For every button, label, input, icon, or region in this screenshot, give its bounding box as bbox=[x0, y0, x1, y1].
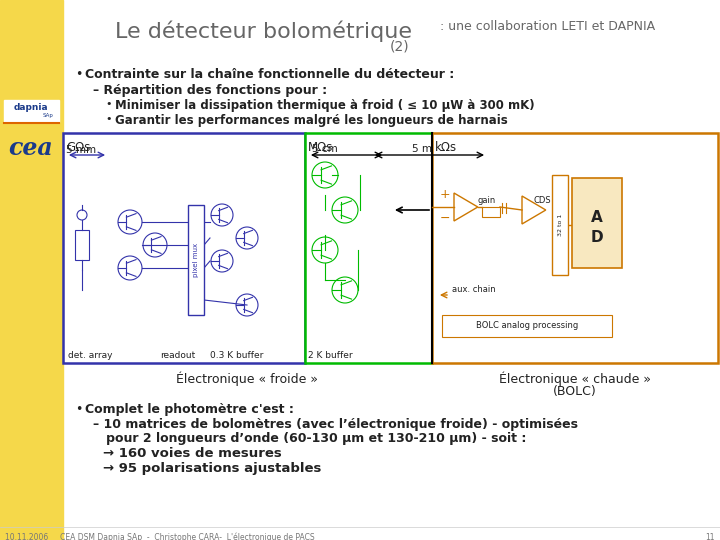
Text: cea: cea bbox=[9, 136, 53, 160]
Text: 32 to 1: 32 to 1 bbox=[557, 214, 562, 236]
Text: GΩs: GΩs bbox=[66, 141, 91, 154]
Text: 2 K buffer: 2 K buffer bbox=[308, 351, 353, 360]
Text: (BOLC): (BOLC) bbox=[553, 385, 597, 398]
Text: −: − bbox=[440, 212, 451, 225]
Text: – Répartition des fonctions pour :: – Répartition des fonctions pour : bbox=[93, 84, 327, 97]
Text: MΩs: MΩs bbox=[308, 141, 333, 154]
Text: 5 m: 5 m bbox=[412, 144, 432, 154]
Bar bbox=[552, 175, 568, 275]
Text: •: • bbox=[75, 403, 82, 416]
Text: kΩs: kΩs bbox=[435, 141, 457, 154]
Bar bbox=[0, 0, 63, 540]
Text: 5 mm: 5 mm bbox=[66, 145, 96, 155]
Text: (2): (2) bbox=[390, 40, 410, 54]
Text: Électronique « froide »: Électronique « froide » bbox=[176, 371, 318, 386]
Text: Électronique « chaude »: Électronique « chaude » bbox=[499, 371, 651, 386]
Bar bbox=[75, 230, 89, 260]
Text: •: • bbox=[75, 68, 82, 81]
Text: readout: readout bbox=[160, 351, 195, 360]
Text: •: • bbox=[105, 114, 112, 124]
Text: → 160 voies de mesures: → 160 voies de mesures bbox=[103, 447, 282, 460]
Text: det. array: det. array bbox=[68, 351, 112, 360]
Text: CDS: CDS bbox=[534, 196, 551, 205]
Text: 5 cm: 5 cm bbox=[312, 144, 338, 154]
Text: D: D bbox=[590, 231, 603, 246]
Text: 11: 11 bbox=[706, 533, 715, 540]
Text: pour 2 longueurs d’onde (60-130 μm et 130-210 μm) - soit :: pour 2 longueurs d’onde (60-130 μm et 13… bbox=[93, 432, 526, 445]
Text: Complet le photomètre c'est :: Complet le photomètre c'est : bbox=[85, 403, 294, 416]
Text: Le détecteur bolométrique: Le détecteur bolométrique bbox=[115, 20, 412, 42]
Text: A: A bbox=[591, 211, 603, 226]
Bar bbox=[305, 133, 432, 363]
Text: Minimiser la dissipation thermique à froid ( ≤ 10 μW à 300 mK): Minimiser la dissipation thermique à fro… bbox=[115, 99, 535, 112]
Bar bbox=[63, 133, 305, 363]
Text: gain: gain bbox=[478, 196, 496, 205]
Text: dapnia: dapnia bbox=[14, 104, 48, 112]
Text: aux. chain: aux. chain bbox=[452, 285, 495, 294]
Text: BOLC analog processing: BOLC analog processing bbox=[476, 321, 578, 330]
Text: pixel mux: pixel mux bbox=[193, 243, 199, 277]
Text: : une collaboration LETI et DAPNIA: : une collaboration LETI et DAPNIA bbox=[436, 20, 655, 33]
Text: 10.11.2006     CEA DSM Dapnia SAp  -  Christophe CARA-  L'électronique de PACS: 10.11.2006 CEA DSM Dapnia SAp - Christop… bbox=[5, 533, 315, 540]
Text: SAp: SAp bbox=[42, 112, 53, 118]
Bar bbox=[4, 100, 59, 122]
Text: •: • bbox=[105, 99, 112, 109]
Text: Contrainte sur la chaîne fonctionnelle du détecteur :: Contrainte sur la chaîne fonctionnelle d… bbox=[85, 68, 454, 81]
Text: → 95 polarisations ajustables: → 95 polarisations ajustables bbox=[103, 462, 321, 475]
Text: – 10 matrices de bolomètres (avec l’électronique froide) - optimisées: – 10 matrices de bolomètres (avec l’élec… bbox=[93, 418, 578, 431]
Bar bbox=[442, 315, 612, 337]
Text: 0.3 K buffer: 0.3 K buffer bbox=[210, 351, 264, 360]
Bar bbox=[482, 207, 500, 217]
Text: Garantir les performances malgré les longueurs de harnais: Garantir les performances malgré les lon… bbox=[115, 114, 508, 127]
Text: +: + bbox=[440, 188, 451, 201]
Bar bbox=[188, 205, 204, 315]
Bar bbox=[572, 178, 622, 268]
Bar bbox=[432, 133, 718, 363]
